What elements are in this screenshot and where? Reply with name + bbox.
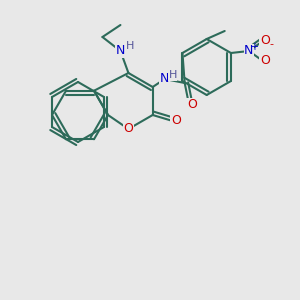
Text: O: O — [187, 98, 196, 112]
Text: O: O — [124, 122, 134, 136]
Text: N: N — [160, 73, 169, 85]
Text: N: N — [116, 44, 125, 58]
Text: O: O — [260, 55, 270, 68]
Text: N: N — [244, 44, 254, 58]
Text: O: O — [260, 34, 270, 47]
Text: -: - — [270, 39, 274, 49]
Text: H: H — [126, 41, 135, 51]
Text: +: + — [250, 42, 258, 52]
Text: H: H — [169, 70, 177, 80]
Text: O: O — [171, 114, 181, 127]
